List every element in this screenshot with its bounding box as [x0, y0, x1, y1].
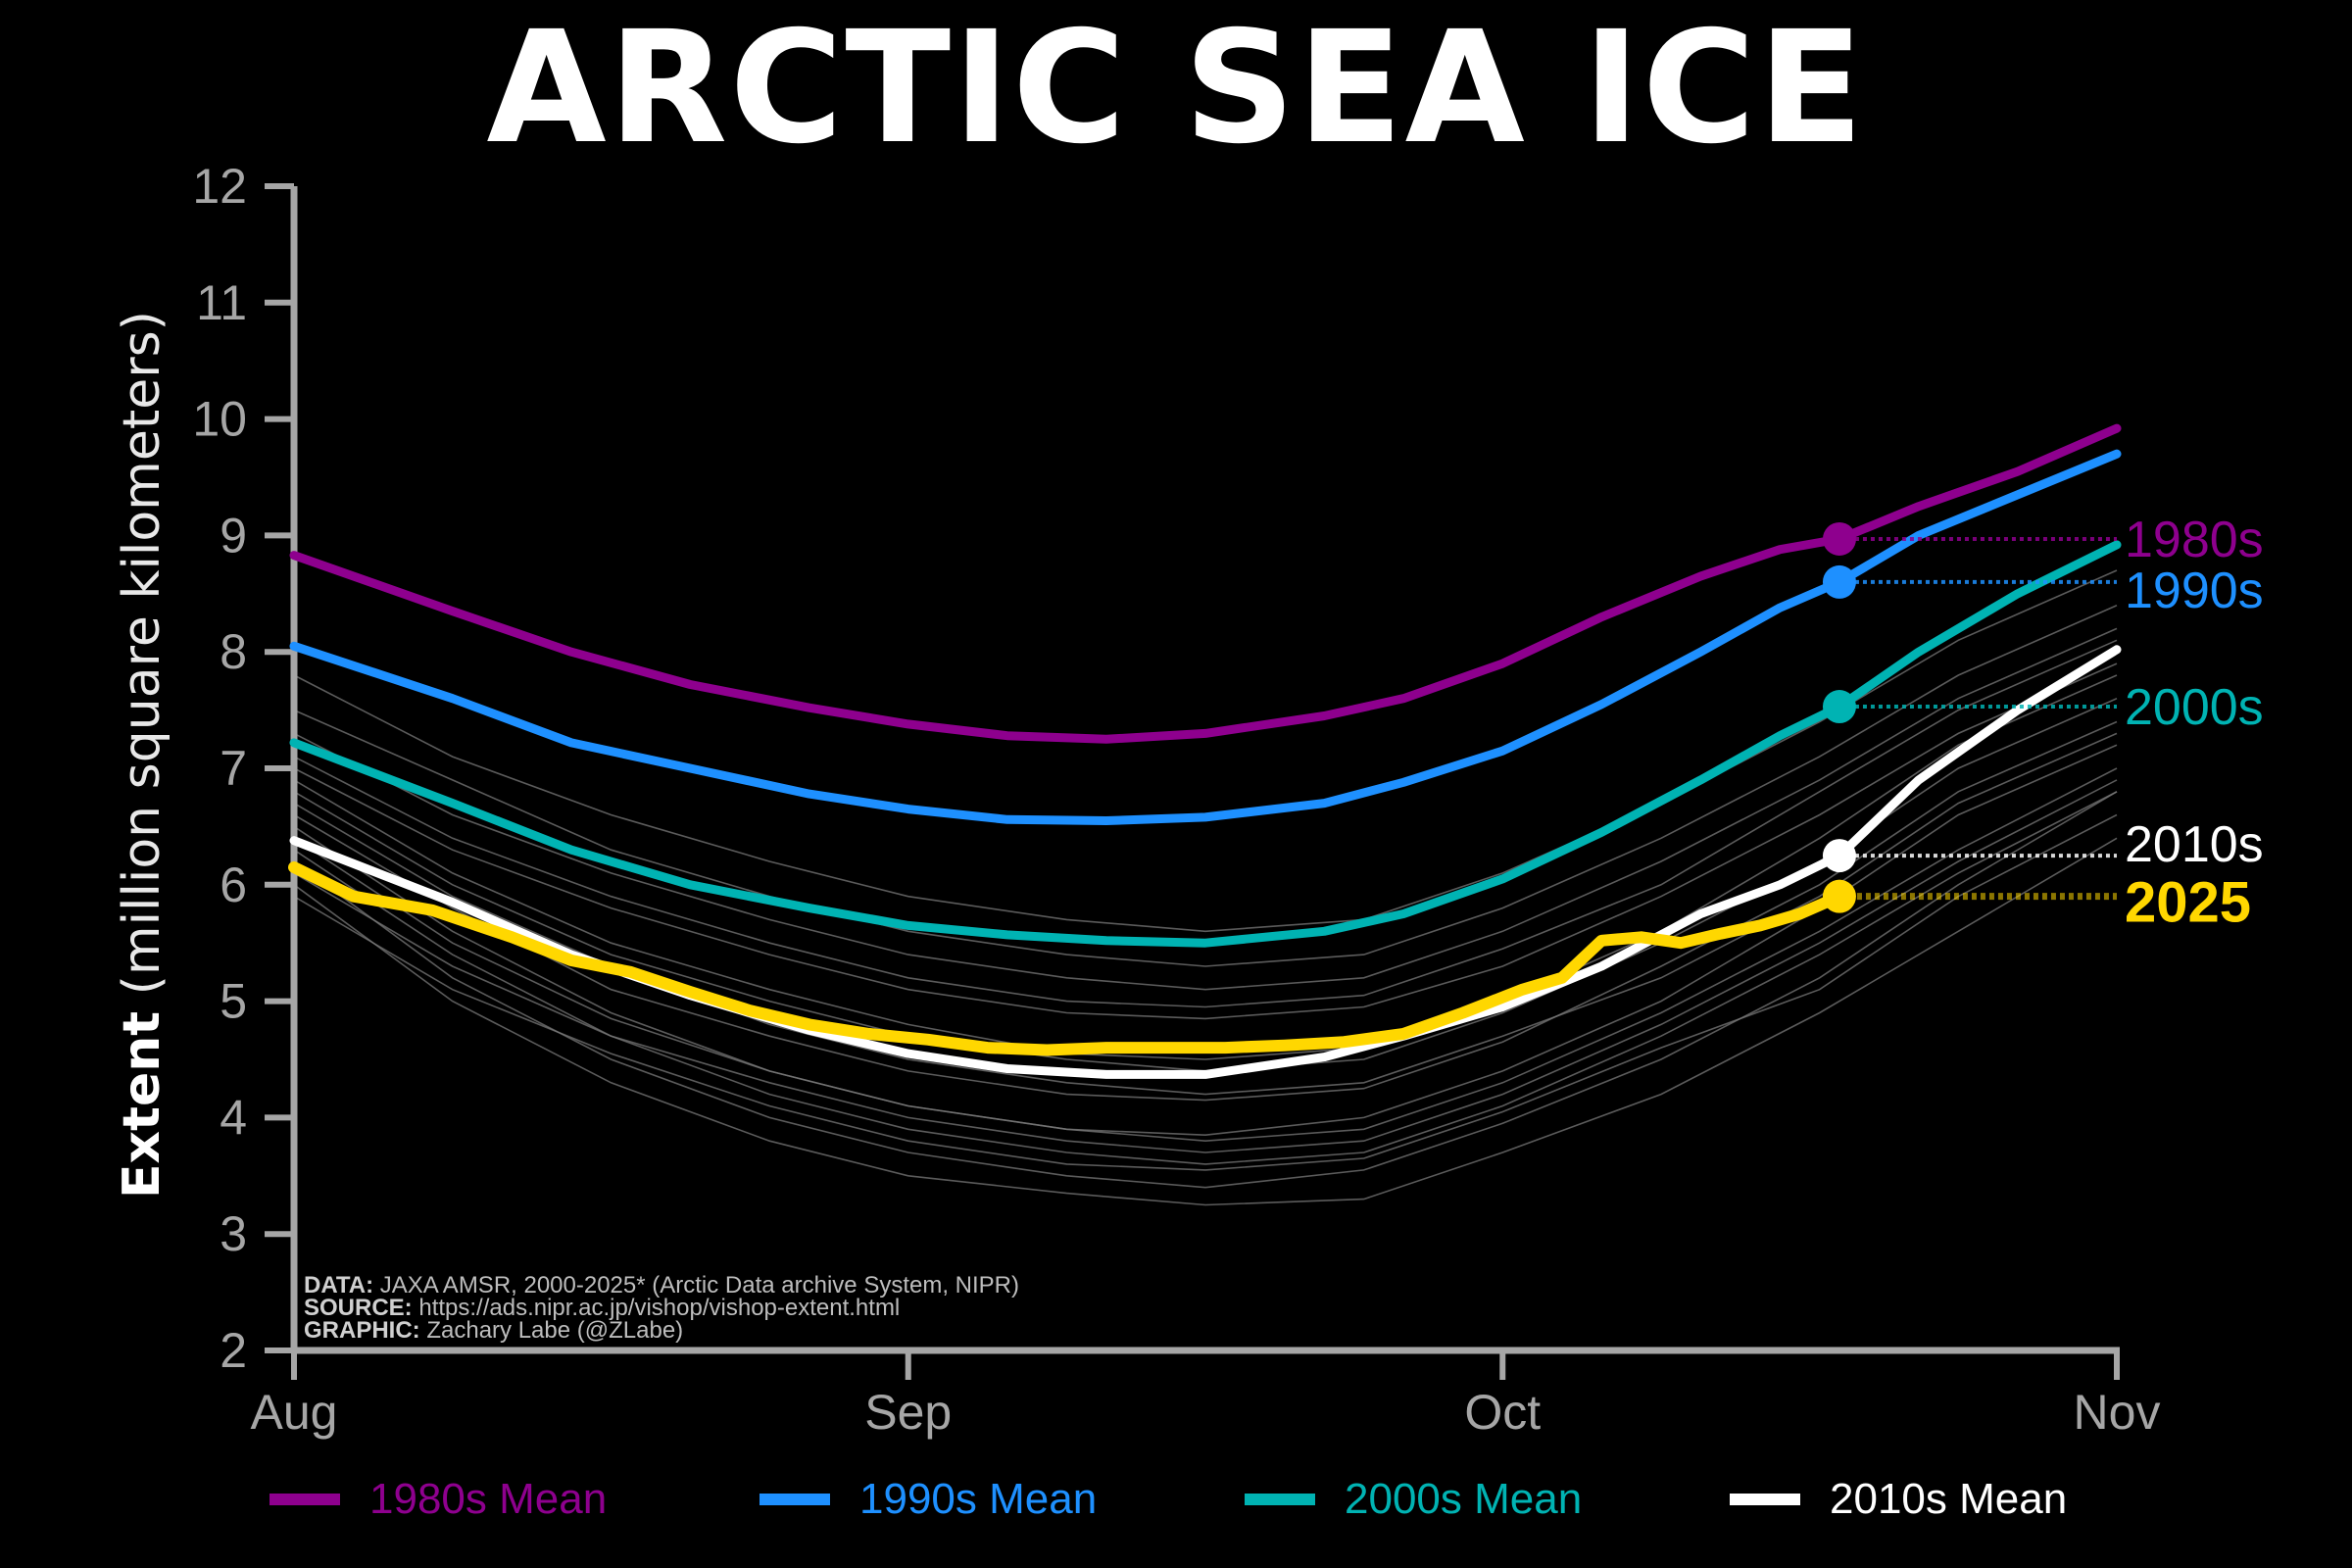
background-year-line-7 — [293, 720, 2118, 1102]
marker-2010s — [1822, 839, 1856, 873]
legend-label-1980s: 1980s Mean — [369, 1475, 608, 1523]
background-year-line-15 — [293, 779, 2118, 1153]
y-tick-label-12: 12 — [192, 159, 247, 214]
end-label-2000s: 2000s — [2125, 679, 2264, 736]
marker-1990s — [1822, 564, 1856, 599]
y-tick-label-8: 8 — [220, 624, 247, 679]
x-tick-label-sep: Sep — [864, 1385, 952, 1440]
legend-swatch-1990s — [760, 1494, 830, 1505]
legend: 1980s Mean 1990s Mean 2000s Mean 2010s M… — [0, 1470, 2352, 1529]
background-year-line-0 — [293, 662, 2118, 1020]
background-year-line-4 — [293, 837, 2118, 1206]
x-tick-label-nov: Nov — [2074, 1385, 2161, 1440]
background-year-line-14 — [293, 813, 2118, 1171]
legend-label-1990s: 1990s Mean — [859, 1475, 1098, 1523]
y-tick-label-3: 3 — [220, 1206, 247, 1261]
y-axis-label-rest: (million square kilometers) — [113, 311, 172, 1011]
x-tick-label-oct: Oct — [1464, 1385, 1541, 1440]
legend-item-2010s: 2010s Mean — [1730, 1470, 2067, 1529]
legend-label-2010s: 2010s Mean — [1830, 1475, 2068, 1523]
y-axis-label: Extent (million square kilometers) — [113, 311, 172, 1199]
legend-item-2000s: 2000s Mean — [1245, 1470, 1582, 1529]
legend-swatch-2010s — [1730, 1494, 1800, 1505]
end-label-2010s: 2010s — [2125, 816, 2264, 873]
legend-swatch-2000s — [1245, 1494, 1315, 1505]
background-year-line-5 — [293, 627, 2118, 991]
y-tick-label-5: 5 — [220, 974, 247, 1029]
y-tick-label-4: 4 — [220, 1090, 247, 1145]
chart-title: ARCTIC SEA ICE — [486, 0, 1866, 178]
background-year-line-12 — [293, 732, 2118, 1096]
legend-item-1990s: 1990s Mean — [760, 1470, 1097, 1529]
legend-label-2000s: 2000s Mean — [1345, 1475, 1583, 1523]
y-tick-label-10: 10 — [192, 392, 247, 447]
background-year-line-10 — [293, 604, 2118, 967]
marker-1980s — [1822, 521, 1856, 556]
x-tick-label-aug: Aug — [251, 1385, 338, 1440]
marker-2000s — [1822, 690, 1856, 724]
credit-source: SOURCE: https://ads.nipr.ac.jp/vishop/vi… — [304, 1295, 901, 1321]
y-tick-label-6: 6 — [220, 858, 247, 912]
end-label-1990s: 1990s — [2125, 563, 2264, 619]
credits-block: DATA: JAXA AMSR, 2000-2025* (Arctic Data… — [304, 1272, 1020, 1344]
background-year-line-13 — [293, 639, 2118, 1008]
legend-item-1980s: 1980s Mean — [270, 1470, 607, 1529]
axes: 2 3 4 5 6 7 8 9 10 11 12 Aug Sep Oct Nov — [192, 159, 2160, 1440]
y-axis-label-bold: Extent — [113, 1010, 172, 1199]
background-year-line-3 — [293, 791, 2118, 1189]
y-tick-label-7: 7 — [220, 741, 247, 796]
credit-data: DATA: JAXA AMSR, 2000-2025* (Arctic Data… — [304, 1272, 1020, 1298]
background-year-line-8 — [293, 767, 2118, 1143]
y-tick-label-11: 11 — [196, 275, 247, 330]
background-year-line-9 — [293, 569, 2118, 933]
y-tick-label-9: 9 — [220, 508, 247, 563]
end-label-1980s: 1980s — [2125, 512, 2264, 568]
background-year-lines — [293, 569, 2118, 1206]
y-tick-label-2: 2 — [220, 1323, 247, 1378]
marker-2025 — [1822, 879, 1856, 913]
end-label-2025: 2025 — [2125, 871, 2251, 935]
credit-graphic: GRAPHIC: Zachary Labe (@ZLabe) — [304, 1317, 684, 1344]
background-year-line-6 — [293, 674, 2118, 1060]
legend-swatch-1980s — [270, 1494, 340, 1505]
series-line-2025 — [288, 861, 1845, 1056]
